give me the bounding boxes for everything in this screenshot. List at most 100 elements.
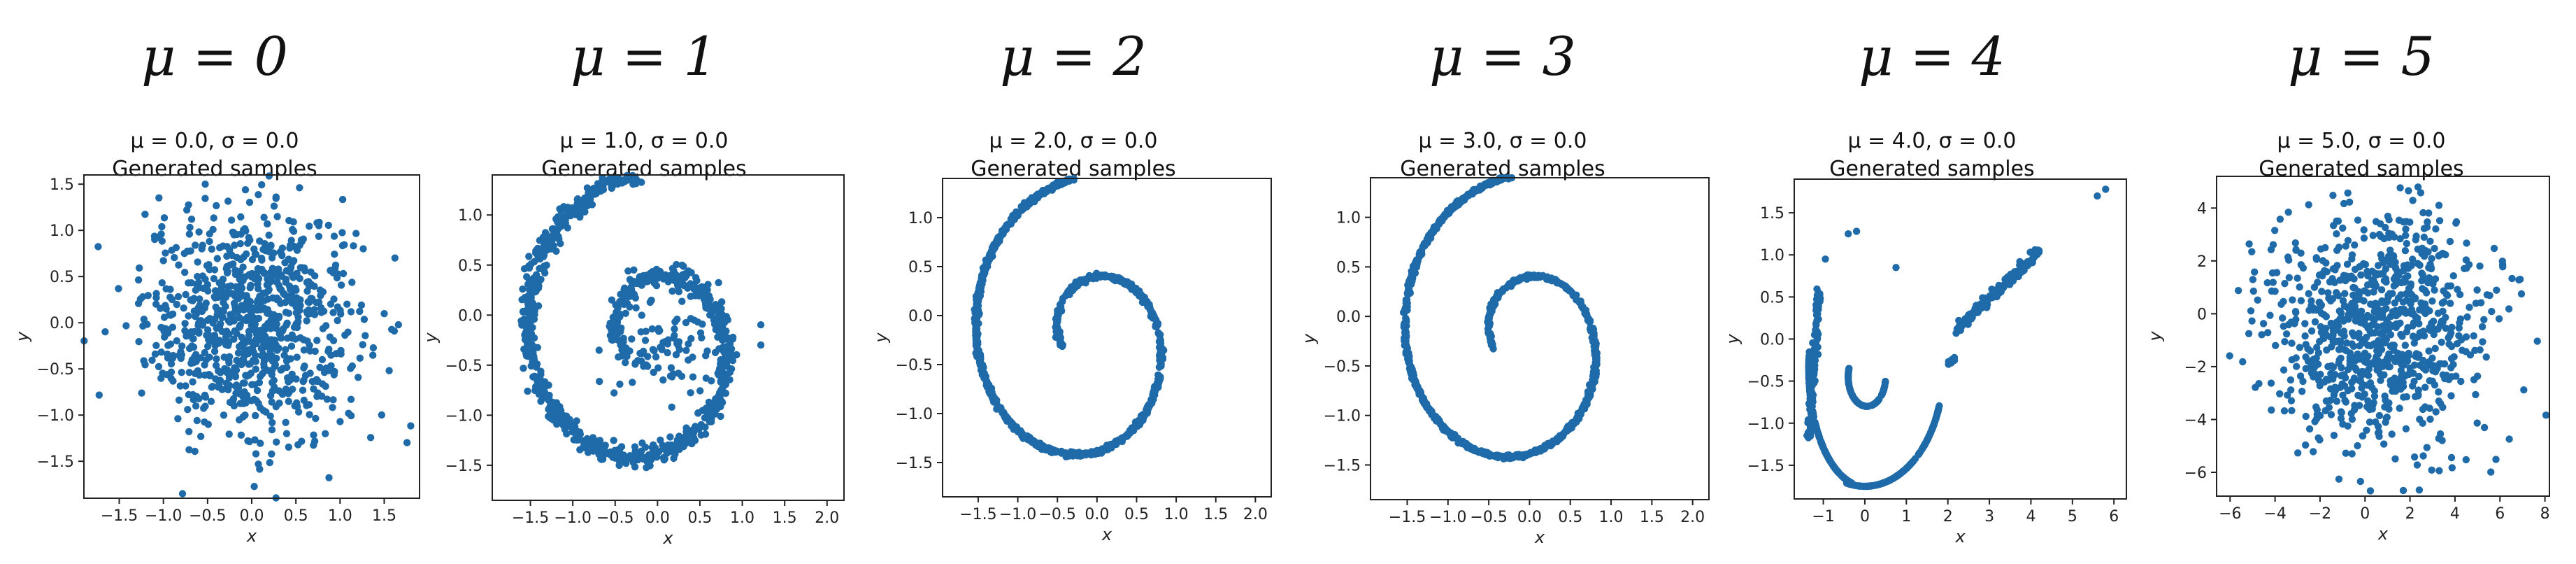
data-point xyxy=(524,387,531,395)
data-point xyxy=(632,180,640,188)
data-point xyxy=(244,239,252,247)
data-point xyxy=(167,368,176,376)
data-point xyxy=(237,213,245,221)
data-point xyxy=(208,383,217,390)
x-tick-label: 2.0 xyxy=(815,509,839,527)
data-point xyxy=(696,387,704,395)
data-point xyxy=(641,337,650,344)
data-point xyxy=(1008,422,1015,430)
data-point xyxy=(715,331,723,339)
data-point xyxy=(236,275,243,283)
data-point xyxy=(2263,279,2271,287)
x-tick-label: 1.0 xyxy=(1599,509,1624,526)
data-point xyxy=(1434,415,1442,423)
data-point xyxy=(1446,207,1454,215)
data-point xyxy=(329,309,337,316)
data-point xyxy=(615,458,624,465)
data-point xyxy=(322,430,329,437)
data-point xyxy=(2472,390,2480,399)
data-point xyxy=(1568,288,1576,297)
data-point xyxy=(201,195,209,202)
data-point xyxy=(394,320,402,329)
column-title: μ = 3 xyxy=(1429,25,1576,87)
data-point xyxy=(253,386,262,395)
data-point xyxy=(2360,226,2368,234)
data-point xyxy=(703,304,711,312)
scatter-plot: −1.5 −1.0 −0.5 0.0 0.5 1.0 1.5−1.5−1.0−0.50.00… xyxy=(13,172,420,546)
data-point xyxy=(172,244,180,252)
data-points xyxy=(971,174,1168,460)
data-point xyxy=(95,391,103,399)
data-point xyxy=(1859,482,1867,491)
data-point xyxy=(534,280,542,288)
data-point xyxy=(552,247,560,255)
data-point xyxy=(525,253,533,260)
plot-title-params: μ = 1.0, σ = 0.0 xyxy=(559,129,729,153)
data-point xyxy=(1980,301,1987,309)
data-point xyxy=(280,351,288,359)
y-axis-label: y xyxy=(1299,333,1319,344)
data-point xyxy=(330,232,338,240)
data-point xyxy=(1480,449,1488,458)
data-point xyxy=(152,341,160,349)
data-point xyxy=(313,337,321,344)
data-point xyxy=(673,339,681,348)
data-point xyxy=(265,285,273,293)
data-point xyxy=(1445,428,1452,435)
data-point xyxy=(757,321,765,329)
data-point xyxy=(251,250,259,258)
axes-frame xyxy=(1794,178,2127,500)
data-point xyxy=(1499,286,1507,295)
data-point xyxy=(212,362,220,369)
data-point xyxy=(185,230,194,238)
data-point xyxy=(192,402,200,410)
data-point xyxy=(306,223,313,230)
y-tick-label: −0.5 xyxy=(37,361,74,379)
data-point xyxy=(1488,304,1496,312)
data-point xyxy=(629,453,636,460)
data-point xyxy=(1845,373,1852,381)
data-point xyxy=(1071,281,1079,288)
y-tick-label: −1.5 xyxy=(445,458,482,475)
data-point xyxy=(1485,315,1493,323)
data-point xyxy=(525,341,533,349)
data-point xyxy=(325,474,333,481)
data-point xyxy=(2296,283,2303,291)
data-point xyxy=(1014,210,1022,218)
data-point xyxy=(192,241,199,249)
x-tick-label: 3 xyxy=(1984,508,1994,526)
data-point xyxy=(682,272,690,279)
plot-title-params: μ = 0.0, σ = 0.0 xyxy=(130,129,299,153)
data-point xyxy=(245,437,253,446)
data-point xyxy=(159,257,167,265)
data-point xyxy=(659,454,667,462)
scatter-plot: −1.5 −1.0 −0.5 0.0 0.5 1.0 1.5 2.0−1.5−1.0−0.50… xyxy=(1299,174,1710,547)
data-point xyxy=(693,286,701,295)
data-point xyxy=(250,315,257,323)
data-point xyxy=(556,205,564,213)
data-point xyxy=(350,242,357,250)
data-point xyxy=(220,411,228,419)
data-point xyxy=(1140,413,1147,421)
data-point xyxy=(258,181,266,189)
data-point xyxy=(403,439,411,446)
data-point xyxy=(378,411,385,419)
data-point xyxy=(287,265,294,272)
data-point xyxy=(314,389,322,397)
data-point xyxy=(1589,369,1598,376)
data-point xyxy=(255,314,262,323)
data-point xyxy=(217,320,224,327)
data-point xyxy=(631,294,639,302)
data-point xyxy=(519,285,527,293)
data-point xyxy=(248,255,257,264)
data-point xyxy=(1150,388,1157,396)
data-point xyxy=(278,390,287,398)
axes-frame xyxy=(492,174,845,501)
data-point xyxy=(229,229,238,237)
data-point xyxy=(643,278,651,285)
data-point xyxy=(255,379,264,386)
y-tick-label: 1.0 xyxy=(1760,247,1784,265)
data-point xyxy=(213,255,221,262)
data-point xyxy=(2094,192,2101,200)
data-point xyxy=(1584,390,1592,397)
